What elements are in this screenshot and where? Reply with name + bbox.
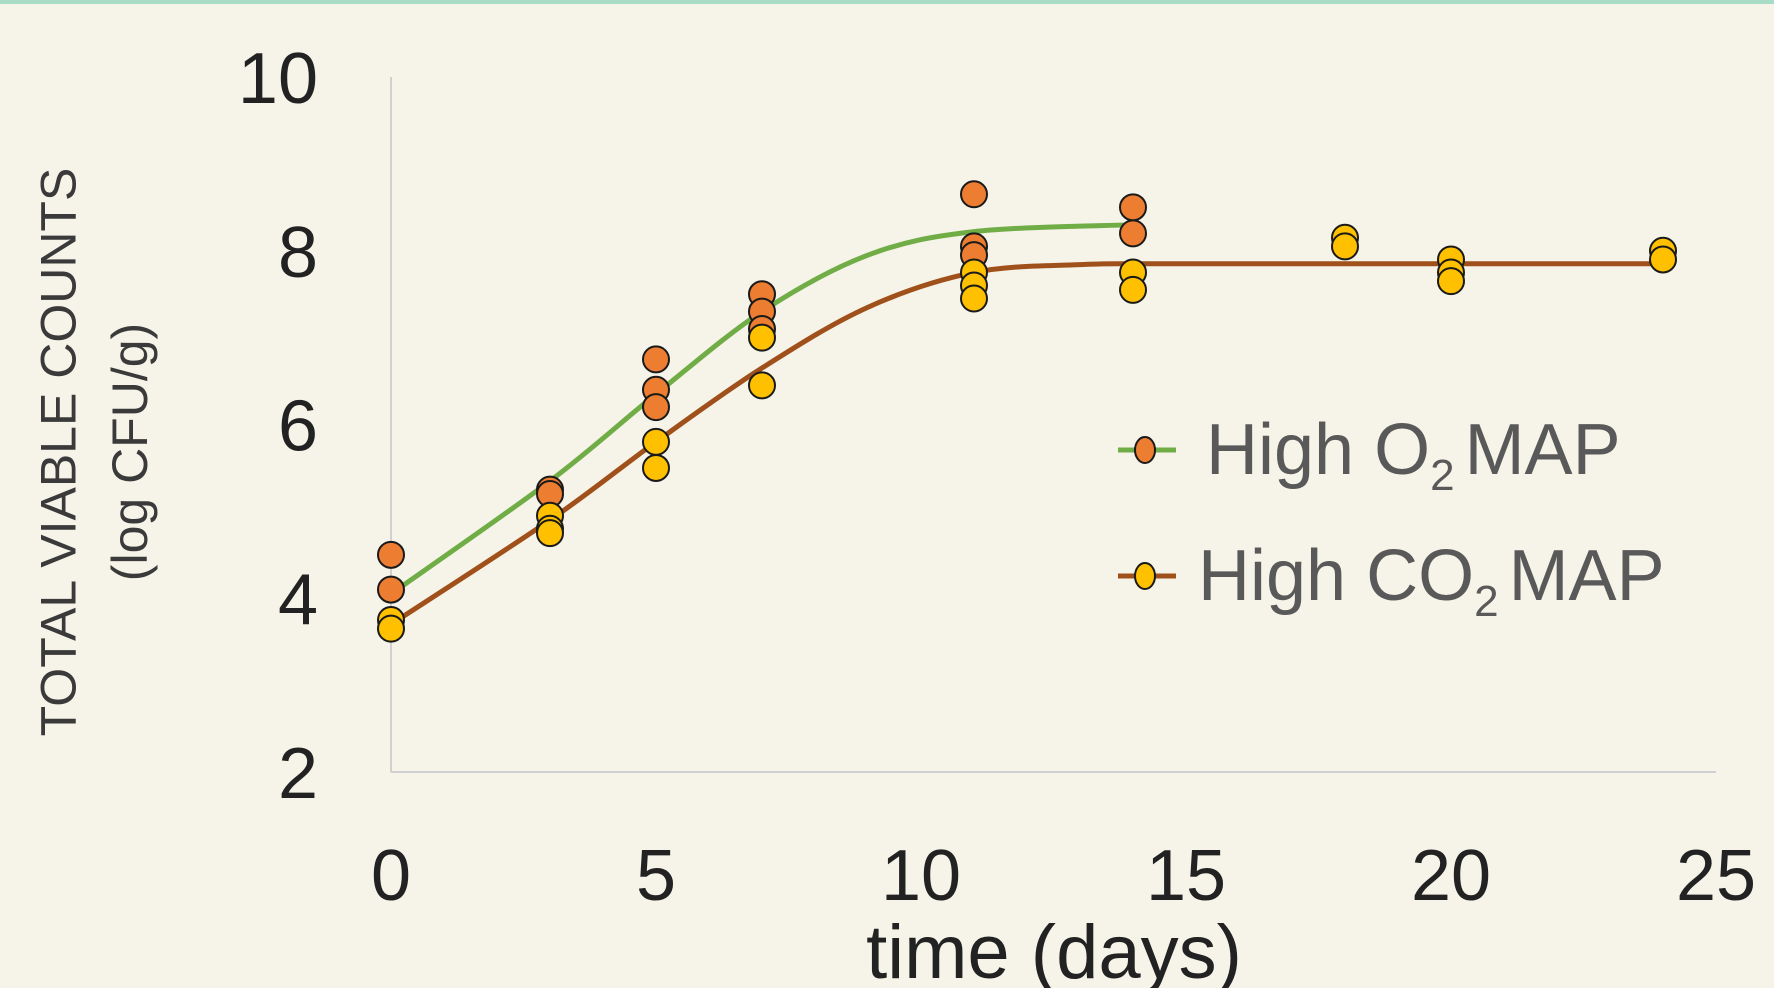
series-1-point [1437, 267, 1465, 296]
series-0-point [642, 345, 670, 374]
series-0-point [377, 575, 405, 604]
series-1-point [536, 519, 564, 548]
series-1-point [642, 453, 670, 482]
x-tick-label: 0 [371, 836, 411, 916]
legend-marker-1 [1134, 562, 1156, 590]
series-1-point [642, 427, 670, 456]
legend-label-0: High O2 MAP [1206, 410, 1621, 500]
series-1-point [1119, 275, 1147, 304]
y-tick-label: 4 [278, 560, 318, 640]
x-tick-label: 20 [1411, 836, 1491, 916]
y-tick-label: 6 [278, 387, 318, 467]
top-accent-strip [0, 0, 1774, 4]
y-tick-label: 2 [278, 734, 318, 814]
series-0-point [642, 393, 670, 422]
y-tick-label: 10 [238, 39, 318, 119]
series-0-point [960, 180, 988, 209]
x-tick-label: 25 [1676, 836, 1756, 916]
legend-marker-0 [1134, 436, 1156, 464]
series-1-point [748, 371, 776, 400]
x-tick-label: 10 [881, 836, 961, 916]
series-0-fit-line [388, 222, 1136, 597]
series-1-point [1649, 245, 1677, 274]
x-tick-label: 5 [636, 836, 676, 916]
series-1-point [748, 323, 776, 352]
series-1-fit-line [388, 261, 1666, 627]
series-1-point [377, 614, 405, 643]
series-0-point [1119, 193, 1147, 222]
x-tick-label: 15 [1146, 836, 1226, 916]
series-0-point [377, 540, 405, 569]
y-tick-label: 8 [278, 213, 318, 293]
x-axis-label: time (days) [866, 910, 1242, 988]
series-1-point [1331, 232, 1359, 261]
legend-label-1: High CO2 MAP [1198, 536, 1665, 626]
series-0-point [1119, 219, 1147, 248]
series-1-point [960, 284, 988, 313]
